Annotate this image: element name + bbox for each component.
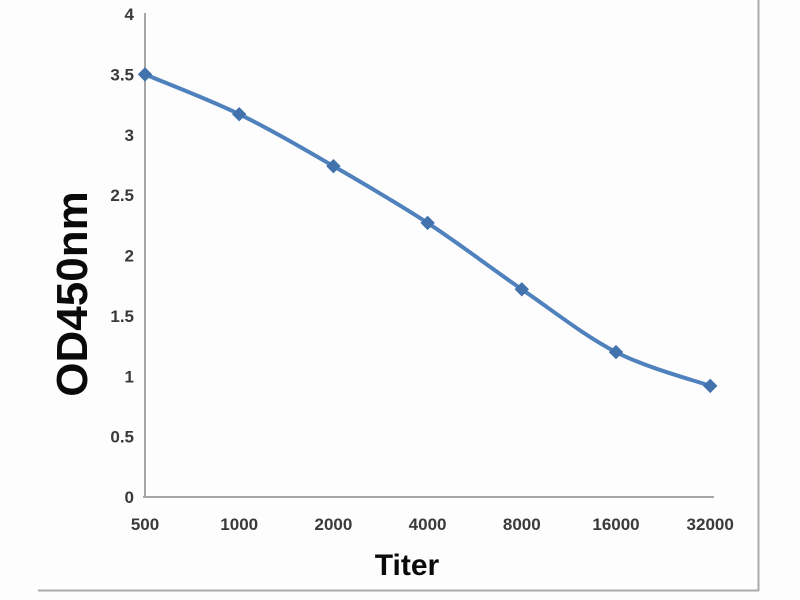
y-tick-label: 3	[125, 126, 134, 145]
x-axis-title: Titer	[374, 549, 440, 582]
data-point-marker	[231, 107, 247, 122]
x-tick-label: 500	[131, 515, 159, 534]
x-tick-label: 32000	[687, 515, 734, 534]
y-tick-label: 0.5	[110, 428, 134, 447]
data-point-marker	[137, 67, 153, 82]
data-point-marker	[420, 215, 435, 231]
data-point-marker	[702, 378, 718, 394]
y-tick-label: 4	[125, 5, 135, 24]
series-line	[143, 72, 713, 388]
data-point-marker	[608, 344, 624, 360]
y-tick-label: 1	[125, 367, 134, 386]
x-tick-label: 16000	[592, 515, 639, 534]
y-tick-label: 0	[125, 488, 134, 507]
data-point-marker	[326, 158, 341, 174]
x-tick-label: 4000	[409, 515, 447, 534]
y-tick-label: 1.5	[110, 307, 134, 326]
x-tick-label: 8000	[503, 515, 541, 534]
y-tick-label: 2.5	[110, 186, 134, 205]
y-tick-label: 2	[125, 247, 134, 266]
x-tick-label: 1000	[220, 515, 258, 534]
y-tick-label: 3.5	[110, 65, 134, 84]
x-tick-label: 2000	[314, 515, 352, 534]
data-point-marker	[514, 282, 530, 297]
y-axis-title: OD450nm	[48, 191, 97, 397]
